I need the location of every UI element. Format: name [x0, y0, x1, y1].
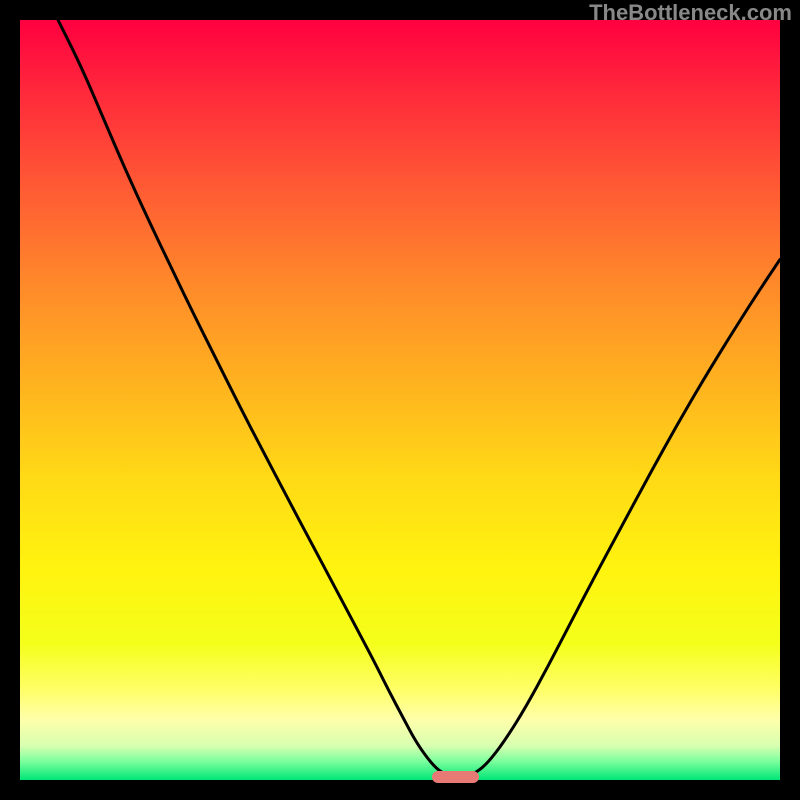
optimal-point-marker [432, 771, 479, 784]
chart-container: TheBottleneck.com [0, 0, 800, 800]
bottleneck-curve [20, 20, 780, 780]
watermark-text: TheBottleneck.com [589, 0, 792, 26]
plot-area [20, 20, 780, 780]
